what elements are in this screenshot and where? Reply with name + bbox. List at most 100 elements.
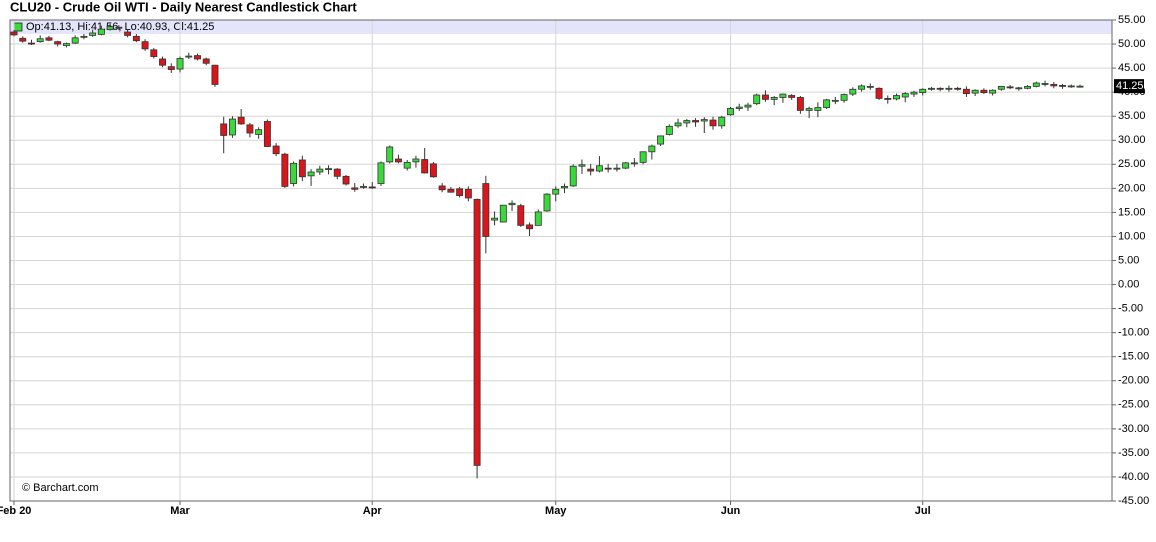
y-tick-label: 0.00 bbox=[1118, 278, 1139, 290]
candle-body bbox=[360, 186, 367, 188]
y-tick-label: 10.00 bbox=[1118, 230, 1146, 242]
candle-body bbox=[875, 87, 883, 99]
y-tick-label: 5.00 bbox=[1118, 254, 1139, 266]
candle-body bbox=[19, 37, 27, 42]
candle-body bbox=[823, 99, 831, 108]
y-tick-label: 30.00 bbox=[1118, 134, 1146, 146]
candle-body bbox=[228, 118, 236, 136]
candle-body bbox=[211, 64, 219, 85]
candle-body bbox=[194, 55, 201, 60]
candle-body bbox=[386, 146, 394, 163]
candle-body bbox=[255, 129, 263, 135]
candle-body bbox=[587, 168, 595, 172]
candle-body bbox=[1059, 85, 1066, 87]
legend-icon bbox=[13, 22, 23, 32]
candle-body bbox=[517, 205, 525, 226]
candle-body bbox=[805, 108, 813, 111]
candle-body bbox=[901, 93, 909, 98]
candle-body bbox=[36, 38, 44, 43]
candle-body bbox=[290, 162, 298, 184]
candle-body bbox=[421, 159, 429, 174]
candle-body bbox=[508, 202, 516, 206]
candle-body bbox=[849, 88, 857, 95]
candle-body bbox=[45, 37, 53, 41]
candle-body bbox=[1076, 85, 1084, 88]
candle-body bbox=[648, 145, 656, 153]
candle-body bbox=[945, 87, 953, 90]
candle-body bbox=[928, 87, 935, 90]
candle-body bbox=[395, 158, 402, 163]
candle-body bbox=[1050, 84, 1058, 87]
candle-body bbox=[106, 26, 114, 31]
y-tick-label: 25.00 bbox=[1118, 158, 1146, 170]
candle-body bbox=[429, 163, 437, 178]
candle-body bbox=[447, 188, 455, 193]
candle-body bbox=[954, 87, 962, 90]
candle-body bbox=[412, 158, 420, 163]
candle-body bbox=[884, 98, 892, 100]
candle-body bbox=[316, 168, 324, 173]
candle-body bbox=[281, 153, 289, 187]
y-tick-label: 55.00 bbox=[1118, 14, 1146, 26]
y-tick-label: -25.00 bbox=[1118, 399, 1149, 411]
candle-body bbox=[997, 85, 1005, 90]
x-tick-label: Jul bbox=[915, 505, 931, 517]
y-tick-label: 15.00 bbox=[1118, 206, 1146, 218]
candle-body bbox=[718, 116, 726, 127]
candle-body bbox=[71, 37, 79, 44]
candle-body bbox=[735, 106, 743, 109]
candle-body bbox=[674, 122, 682, 127]
candle-body bbox=[333, 168, 341, 177]
candle-body bbox=[936, 87, 944, 90]
candle-body bbox=[263, 121, 271, 147]
x-tick-label: Apr bbox=[363, 505, 383, 517]
candle-body bbox=[595, 165, 603, 172]
chart-title: CLU20 - Crude Oil WTI - Daily Nearest Ca… bbox=[10, 0, 357, 14]
candle-body bbox=[770, 97, 778, 100]
credit: © Barchart.com bbox=[22, 482, 99, 494]
candle-body bbox=[438, 185, 446, 191]
candle-body bbox=[683, 120, 691, 124]
candle-body bbox=[272, 145, 280, 155]
candle-body bbox=[552, 188, 560, 195]
candle-body bbox=[910, 91, 918, 95]
candle-body bbox=[692, 120, 699, 123]
candle-body bbox=[980, 89, 988, 94]
candle-body bbox=[491, 217, 499, 221]
candle-body bbox=[709, 119, 717, 127]
candle-body bbox=[866, 85, 874, 88]
candle-body bbox=[10, 31, 18, 36]
candle-body bbox=[665, 125, 673, 135]
candle-body bbox=[744, 104, 752, 108]
candle-body bbox=[115, 26, 123, 29]
candle-body bbox=[1032, 82, 1040, 87]
last-price-box bbox=[1114, 79, 1144, 94]
candle-body bbox=[237, 116, 245, 125]
candle-body bbox=[814, 107, 822, 111]
y-tick-label: -45.00 bbox=[1118, 495, 1149, 507]
candle-body bbox=[185, 55, 193, 58]
candle-body bbox=[753, 94, 761, 105]
y-tick-label: 20.00 bbox=[1118, 182, 1146, 194]
y-tick-label: 45.00 bbox=[1118, 62, 1146, 74]
candle-body bbox=[858, 85, 866, 90]
candle-body bbox=[622, 162, 630, 169]
candle-body bbox=[351, 187, 359, 190]
candle-body bbox=[543, 193, 551, 212]
candle-body bbox=[1015, 87, 1023, 90]
y-tick-label: -35.00 bbox=[1118, 447, 1149, 459]
candle-body bbox=[526, 224, 533, 230]
candle-body bbox=[569, 165, 577, 187]
candle-body bbox=[962, 88, 970, 94]
candle-body bbox=[97, 28, 105, 35]
candle-body bbox=[604, 167, 612, 170]
candle-body bbox=[62, 43, 70, 46]
candle-body bbox=[657, 135, 665, 145]
y-tick-label: -15.00 bbox=[1118, 351, 1149, 363]
y-tick-label: -40.00 bbox=[1118, 471, 1149, 483]
x-tick-label: Feb 20 bbox=[0, 505, 31, 517]
candle-body bbox=[971, 89, 979, 94]
candle-body bbox=[159, 58, 166, 66]
candle-body bbox=[1006, 86, 1014, 89]
candle-body bbox=[761, 94, 769, 100]
